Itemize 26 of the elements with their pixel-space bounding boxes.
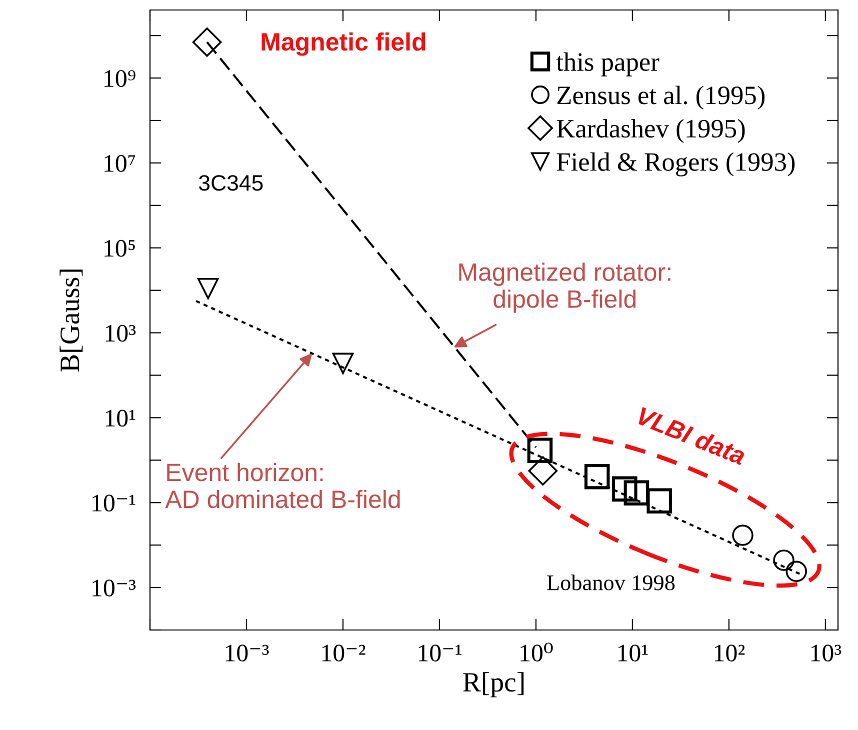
y-axis-title: B[Gauss] xyxy=(60,270,83,372)
y-tick-label: 10⁵ xyxy=(104,240,135,257)
legend-label: Zensus et al. (1995) xyxy=(557,86,765,110)
x-tick-label: 10³ xyxy=(811,644,842,662)
x-tick-label: 10¹ xyxy=(618,644,648,662)
legend-label: Kardashev (1995) xyxy=(556,119,745,143)
y-tick-label: 10⁷ xyxy=(104,154,136,172)
y-tick-label: 10⁻¹ xyxy=(92,494,136,512)
annotation: Lobanov 1998 xyxy=(547,574,675,590)
x-tick-label: 10⁻² xyxy=(322,644,366,662)
annotation: Magnetized rotator: dipole B-field xyxy=(459,262,670,313)
x-axis-title: R[pc] xyxy=(463,672,524,698)
y-tick-label: 10⁻³ xyxy=(92,580,136,596)
x-tick-label: 10² xyxy=(714,644,745,662)
legend-label: this paper xyxy=(556,52,660,76)
x-tick-label: 10⁰ xyxy=(520,642,553,662)
annotation: 3C345 xyxy=(199,175,263,191)
y-tick-label: 10¹ xyxy=(106,410,136,427)
annotation: Magnetic field xyxy=(262,32,426,56)
x-tick-label: 10⁻¹ xyxy=(418,644,462,662)
annotation: Event horizon: AD dominated B-field xyxy=(165,462,400,508)
y-tick-label: 10⁹ xyxy=(104,70,136,87)
annotation: VLBI data xyxy=(636,406,748,466)
legend-label: Field & Rogers (1993) xyxy=(556,152,795,176)
y-tick-label: 10³ xyxy=(106,324,136,342)
x-tick-label: 10⁻³ xyxy=(226,644,269,662)
